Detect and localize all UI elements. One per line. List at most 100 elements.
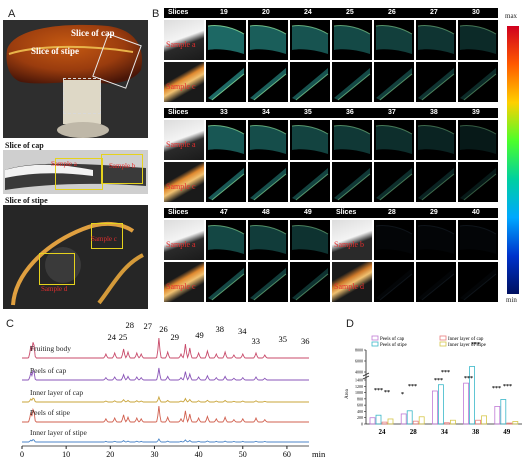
panel-b-grid: Slices 19 20 24 25 26 27 30 Sample a Sample c Slic… — [164, 8, 500, 308]
msi-image-cell — [458, 162, 498, 202]
peak-label: 33 — [252, 336, 261, 346]
ion-intensity-map — [333, 125, 371, 154]
sample-thumbnail: Sample a — [164, 220, 204, 260]
x-tick-label: 10 — [62, 450, 70, 459]
ion-intensity-map — [249, 25, 287, 54]
panel-b-letter: B — [152, 8, 160, 20]
msi-image-cell — [290, 220, 330, 260]
msi-image-cell — [290, 262, 330, 302]
significance-mark: *** — [441, 370, 450, 376]
ion-intensity-map — [291, 25, 329, 54]
slice-number-header: Slices — [336, 209, 357, 216]
ion-intensity-map — [250, 168, 287, 201]
ion-intensity-map — [375, 25, 413, 54]
chromatogram-trace — [22, 405, 309, 423]
x-tick-label: 49 — [503, 428, 511, 436]
sample-b-label: Sample b — [109, 162, 136, 170]
peak-label: 24 — [108, 332, 117, 342]
peak-label: 28 — [126, 320, 135, 330]
slice-number-header: 19 — [220, 9, 228, 16]
legend-label: Inner layer of stipe — [448, 343, 487, 348]
legend-swatch — [371, 335, 379, 341]
sample-label: Sample c — [166, 82, 196, 91]
msi-image-cell — [374, 120, 414, 160]
peak-label: 25 — [119, 332, 128, 342]
msi-image-cell: Sample d — [332, 262, 372, 302]
bar — [381, 421, 388, 425]
ion-intensity-map — [291, 225, 329, 254]
cap-section-title: Slice of cap — [5, 141, 44, 150]
sample-label: Sample c — [166, 282, 196, 291]
y-tick-label: 600 — [357, 403, 363, 408]
peak-label: 49 — [195, 330, 204, 340]
msi-image-cell — [416, 20, 456, 60]
msi-image-cell — [374, 262, 414, 302]
peak-label: 26 — [159, 324, 168, 334]
x-tick-label: 0 — [20, 450, 24, 459]
x-tick-label: 38 — [472, 428, 480, 436]
sample-thumbnail: Sample a — [164, 20, 204, 60]
legend-swatch — [371, 341, 379, 347]
ion-intensity-map — [207, 125, 245, 154]
chromatogram-trace — [22, 438, 309, 443]
ion-intensity-map — [208, 168, 245, 201]
stipe-section-title: Slice of stipe — [5, 196, 48, 205]
slice-number-header: 24 — [304, 9, 312, 16]
ion-intensity-map — [207, 225, 245, 254]
ion-intensity-map — [376, 168, 413, 201]
slice-number-header: 49 — [304, 209, 312, 216]
ion-intensity-map — [291, 125, 329, 154]
msi-image-cell — [248, 262, 288, 302]
sample-c-box — [91, 223, 123, 249]
sample-label: Sample a — [166, 240, 196, 249]
slice-number-header: 48 — [262, 209, 270, 216]
bar — [412, 420, 419, 425]
ion-intensity-map — [334, 168, 371, 201]
ion-intensity-map — [375, 125, 413, 154]
slice-number-header: 25 — [346, 9, 354, 16]
slice-number-header: 36 — [346, 109, 354, 116]
colorbar-min: min — [506, 296, 517, 304]
legend-label: Peels of stipe — [380, 343, 407, 348]
bar — [375, 414, 382, 425]
legend-label: Inner layer of cap — [448, 337, 484, 342]
msi-image-cell — [248, 62, 288, 102]
x-tick-label: 28 — [410, 428, 418, 436]
bar — [512, 421, 519, 425]
msi-image-cell — [332, 62, 372, 102]
ion-intensity-map — [417, 225, 455, 254]
significance-mark: *** — [408, 384, 417, 390]
x-tick-label: 40 — [195, 450, 203, 459]
x-tick-label: 34 — [441, 428, 449, 436]
ion-intensity-map — [333, 25, 371, 54]
y-tick-label: 200 — [357, 415, 363, 420]
msi-image-cell — [206, 162, 246, 202]
slice-number-header: 26 — [388, 9, 396, 16]
msi-image-cell — [458, 262, 498, 302]
msi-image-cell — [458, 20, 498, 60]
msi-image-cell — [290, 162, 330, 202]
bar — [463, 382, 469, 425]
ion-intensity-map — [292, 168, 329, 201]
msi-image-cell — [416, 120, 456, 160]
ion-intensity-map — [418, 68, 455, 101]
sample-label: Sample a — [166, 140, 196, 149]
sample-d-box — [39, 253, 75, 285]
cap-slice-label: Slice of cap — [71, 28, 115, 38]
chromatogram-trace — [22, 337, 309, 360]
msi-image-cell: Sample b — [332, 220, 372, 260]
significance-mark: * — [401, 392, 404, 398]
slice-number-header: 40 — [472, 209, 480, 216]
msi-image-cell — [458, 120, 498, 160]
sample-label: Sample c — [166, 182, 196, 191]
msi-image-cell — [332, 120, 372, 160]
block-header-bar — [164, 208, 498, 218]
x-tick-label: 20 — [106, 450, 114, 459]
bar — [400, 413, 407, 425]
ion-intensity-map — [460, 68, 497, 101]
slice-number-header: 30 — [472, 9, 480, 16]
msi-image-cell — [374, 220, 414, 260]
colorbar-max: max — [505, 12, 518, 20]
msi-image-cell — [458, 220, 498, 260]
ion-intensity-map — [460, 168, 497, 201]
